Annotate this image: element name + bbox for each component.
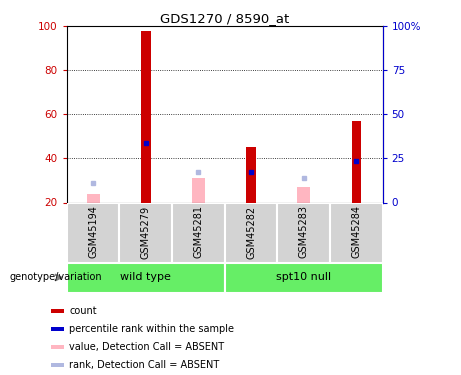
Bar [67,202,119,262]
Bar [352,121,361,202]
Text: GSM45282: GSM45282 [246,206,256,259]
Text: count: count [69,306,97,316]
Bar [87,194,100,202]
Text: GSM45281: GSM45281 [194,206,203,258]
Text: wild type: wild type [120,273,171,282]
Text: value, Detection Call = ABSENT: value, Detection Call = ABSENT [69,342,224,352]
Bar [172,202,225,262]
Text: GSM45284: GSM45284 [351,206,361,258]
Bar [119,202,172,262]
Bar [51,327,64,331]
Text: GSM45279: GSM45279 [141,206,151,259]
Bar [278,202,330,262]
Title: GDS1270 / 8590_at: GDS1270 / 8590_at [160,12,290,25]
Bar [51,309,64,313]
Text: GSM45283: GSM45283 [299,206,309,258]
Bar [192,178,205,203]
Text: GSM45194: GSM45194 [88,206,98,258]
Bar [67,262,225,292]
Bar [297,187,310,202]
Text: spt10 null: spt10 null [276,273,331,282]
Bar [225,262,383,292]
Bar [225,202,278,262]
Text: rank, Detection Call = ABSENT: rank, Detection Call = ABSENT [69,360,219,370]
Bar [246,147,256,202]
Bar [51,363,64,367]
Text: genotype/variation: genotype/variation [9,273,102,282]
Bar [51,345,64,349]
Bar [141,31,151,202]
Text: percentile rank within the sample: percentile rank within the sample [69,324,234,334]
Bar [330,202,383,262]
